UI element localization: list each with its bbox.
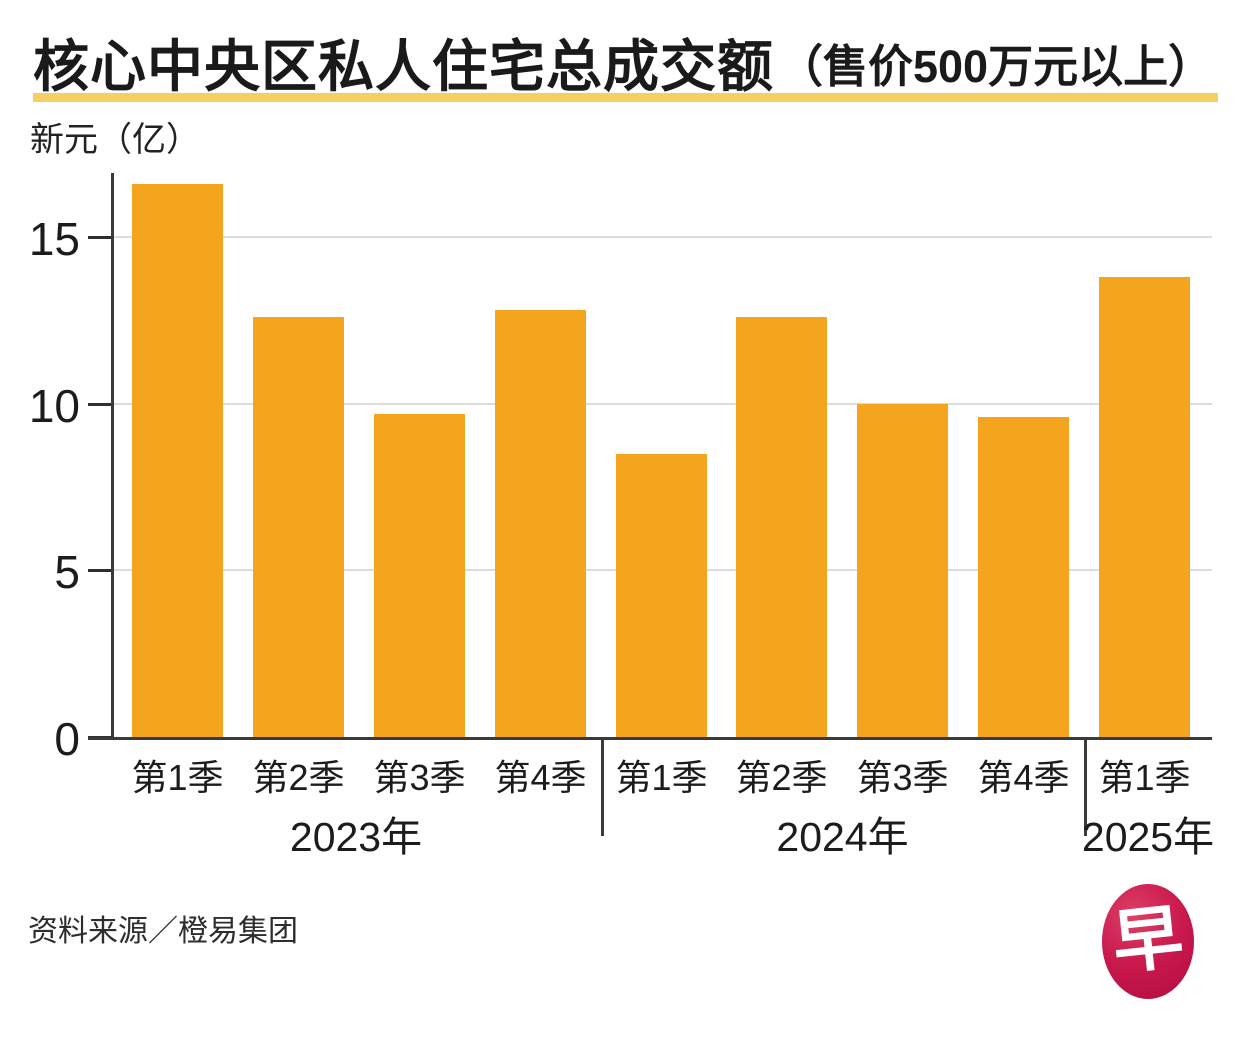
year-label: 2025年	[1081, 814, 1215, 860]
title-underline-rule	[33, 93, 1218, 102]
x-axis-baseline	[88, 737, 1212, 740]
year-label: 2024年	[776, 814, 909, 860]
year-divider	[1084, 737, 1087, 836]
y-axis-tick-label: 0	[54, 713, 80, 765]
bar-第2季-1	[253, 317, 344, 737]
year-label: 2023年	[289, 814, 423, 860]
bar-第4季-3	[495, 310, 586, 737]
x-tick-label: 第1季	[1098, 757, 1191, 798]
zaobao-logo: 早	[1102, 884, 1194, 999]
x-tick-label: 第4季	[494, 757, 587, 798]
y-axis-spine	[111, 173, 114, 740]
gridline	[111, 402, 1212, 405]
year-divider	[601, 737, 604, 836]
x-tick-label: 第1季	[131, 757, 224, 798]
y-axis-tick	[88, 236, 111, 239]
x-tick-label: 第1季	[615, 757, 708, 798]
source-note: 资料来源／橙易集团	[28, 915, 298, 948]
y-axis-tick	[88, 569, 111, 573]
y-axis-tick	[88, 402, 111, 406]
chart-title: 核心中央区私人住宅总成交额	[33, 35, 774, 98]
gridline	[111, 236, 1212, 238]
chart-title-qualifier: （售价500万元以上）	[778, 41, 1214, 92]
bar-第2季-5	[736, 317, 827, 737]
bar-第1季-8	[1099, 277, 1190, 737]
y-axis-unit-label: 新元（亿）	[30, 121, 200, 159]
y-axis-tick-label: 10	[28, 379, 80, 432]
x-tick-label: 第3季	[856, 757, 949, 798]
x-tick-label: 第2季	[735, 757, 828, 798]
y-axis-tick-label: 5	[54, 546, 80, 599]
zaobao-logo-character: 早	[1109, 899, 1187, 983]
bar-第3季-6	[857, 403, 948, 737]
bar-第1季-4	[616, 453, 707, 737]
x-tick-label: 第4季	[977, 757, 1070, 798]
x-tick-label: 第2季	[252, 757, 345, 798]
y-axis-tick-label: 15	[28, 213, 80, 265]
bar-第1季-0	[132, 183, 223, 737]
bar-第4季-7	[978, 417, 1069, 737]
bar-第3季-2	[374, 413, 465, 737]
x-tick-label: 第3季	[373, 757, 466, 798]
page-title: 核心中央区私人住宅总成交额 （售价500万元以上）	[33, 22, 1213, 103]
